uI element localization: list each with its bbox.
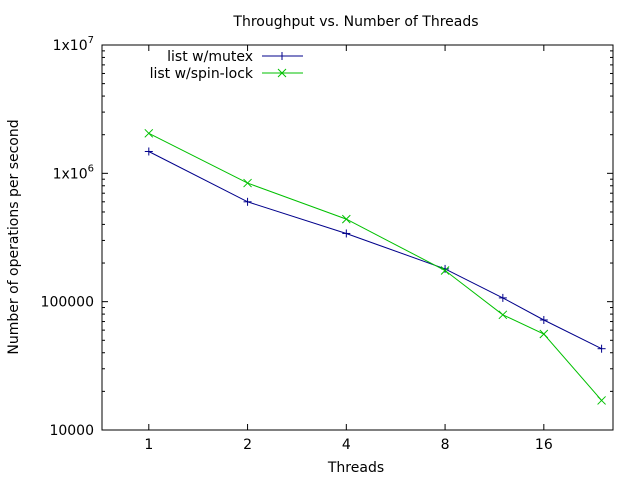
- data-point: [498, 310, 508, 320]
- chart-title: Throughput vs. Number of Threads: [232, 14, 478, 30]
- y-tick-label: 1x106: [53, 163, 94, 182]
- legend-label: list w/spin-lock: [150, 66, 254, 82]
- series-line: [148, 132, 602, 401]
- y-tick-label: 100000: [41, 295, 94, 311]
- x-tick-label: 4: [342, 437, 351, 453]
- legend-label: list w/mutex: [167, 49, 253, 65]
- legend-item: list w/spin-lock: [150, 66, 303, 82]
- y-tick-label: 1x107: [53, 35, 94, 54]
- data-point: [144, 128, 154, 138]
- x-axis-label: Threads: [327, 460, 384, 476]
- plot-frame: [101, 44, 614, 431]
- series-spin-lock: [144, 128, 606, 405]
- x-tick-label: 2: [243, 437, 252, 453]
- legend-marker: [278, 52, 286, 60]
- y-tick-label: 10000: [49, 423, 94, 439]
- data-point: [498, 293, 507, 302]
- series-line: [148, 151, 602, 350]
- data-point: [243, 178, 252, 188]
- x-tick-label: 1: [144, 437, 153, 453]
- data-point: [243, 197, 252, 206]
- series-layer: [144, 128, 606, 405]
- marker-stroke: [341, 214, 351, 224]
- y-axis-label: Number of operations per second: [6, 119, 22, 354]
- x-tick-label: 8: [441, 437, 450, 453]
- legend-marker: [277, 68, 287, 78]
- data-point: [342, 229, 351, 238]
- data-point: [440, 266, 450, 275]
- data-point: [539, 315, 548, 324]
- legend-item: list w/mutex: [167, 49, 303, 65]
- axis-ticks: 1 2 4 8 16 10000 100000 1x106 1x107: [41, 35, 613, 453]
- marker-stroke: [277, 68, 287, 78]
- data-point: [144, 147, 153, 156]
- data-point: [341, 214, 351, 224]
- marker-stroke: [440, 266, 450, 275]
- data-point: [597, 344, 606, 353]
- marker-stroke: [597, 396, 606, 405]
- marker-stroke: [539, 329, 549, 339]
- marker-stroke: [243, 178, 252, 188]
- marker-stroke: [144, 128, 154, 138]
- data-point: [597, 396, 606, 405]
- data-point: [539, 329, 549, 339]
- x-tick-label: 16: [535, 437, 553, 453]
- series-mutex: [144, 147, 606, 353]
- marker-stroke: [498, 310, 508, 320]
